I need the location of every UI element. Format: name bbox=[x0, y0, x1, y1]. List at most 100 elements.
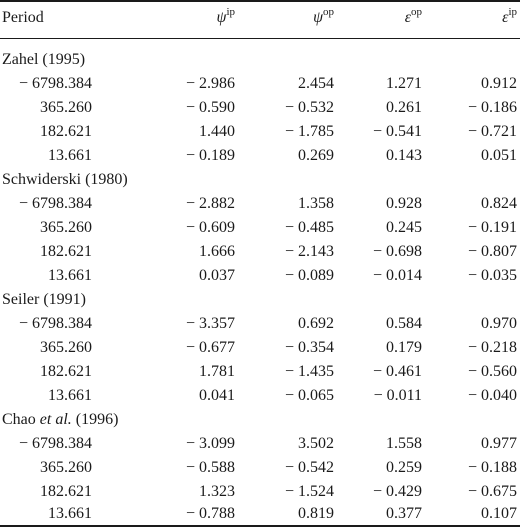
group-title-schwiderski: Schwiderski (1980) bbox=[2, 171, 128, 188]
table-row: − 6798.384 − 2.882 1.358 0.928 0.824 bbox=[0, 192, 520, 216]
value-cell: 1.271 bbox=[386, 75, 422, 92]
value-cell: − 2.986 bbox=[185, 75, 235, 92]
header-psi-ip: ψip bbox=[216, 6, 236, 27]
value-cell: − 0.588 bbox=[185, 459, 235, 476]
value-cell: 0.261 bbox=[386, 99, 422, 116]
value-cell: 1.781 bbox=[199, 363, 235, 380]
period-cell: 182.621 bbox=[40, 483, 92, 500]
value-cell: 0.970 bbox=[481, 315, 517, 332]
value-cell: 0.819 bbox=[298, 505, 334, 522]
value-cell: 3.502 bbox=[298, 435, 334, 452]
value-cell: − 0.188 bbox=[467, 459, 517, 476]
value-cell: 1.558 bbox=[386, 435, 422, 452]
period-cell: 182.621 bbox=[40, 363, 92, 380]
value-cell: − 1.524 bbox=[284, 483, 334, 500]
value-cell: 0.143 bbox=[386, 147, 422, 164]
table-row: 182.621 1.781 − 1.435 − 0.461 − 0.560 bbox=[0, 360, 520, 384]
value-cell: 0.259 bbox=[386, 459, 422, 476]
value-cell: − 0.788 bbox=[185, 505, 235, 522]
period-cell: 13.661 bbox=[48, 147, 92, 164]
value-cell: − 0.560 bbox=[467, 363, 517, 380]
value-cell: 0.824 bbox=[481, 195, 517, 212]
value-cell: − 1.435 bbox=[284, 363, 334, 380]
value-cell: 1.440 bbox=[199, 123, 235, 140]
value-cell: − 0.014 bbox=[372, 267, 422, 284]
table-row: 13.661 − 0.788 0.819 0.377 0.107 bbox=[0, 502, 520, 526]
value-cell: − 0.089 bbox=[284, 267, 334, 284]
value-cell: 1.666 bbox=[199, 243, 235, 260]
value-cell: − 0.461 bbox=[372, 363, 422, 380]
value-cell: − 0.721 bbox=[467, 123, 517, 140]
table-row: − 6798.384 − 3.099 3.502 1.558 0.977 bbox=[0, 432, 520, 456]
value-cell: − 0.354 bbox=[284, 339, 334, 356]
value-cell: − 2.882 bbox=[185, 195, 235, 212]
value-cell: − 2.143 bbox=[284, 243, 334, 260]
value-cell: 0.245 bbox=[386, 219, 422, 236]
value-cell: − 1.785 bbox=[284, 123, 334, 140]
table-row: 13.661 0.037 − 0.089 − 0.014 − 0.035 bbox=[0, 264, 520, 288]
table-row: 365.260 − 0.677 − 0.354 0.179 − 0.218 bbox=[0, 336, 520, 360]
value-cell: − 3.099 bbox=[185, 435, 235, 452]
value-cell: − 0.011 bbox=[373, 387, 422, 404]
header-rule bbox=[0, 38, 520, 39]
value-cell: − 0.429 bbox=[372, 483, 422, 500]
value-cell: 0.377 bbox=[386, 505, 422, 522]
period-cell: 182.621 bbox=[40, 243, 92, 260]
table-row: 13.661 − 0.189 0.269 0.143 0.051 bbox=[0, 144, 520, 168]
value-cell: − 0.698 bbox=[372, 243, 422, 260]
value-cell: − 0.186 bbox=[467, 99, 517, 116]
value-cell: − 0.532 bbox=[284, 99, 334, 116]
value-cell: 0.037 bbox=[199, 267, 235, 284]
period-cell: 365.260 bbox=[40, 339, 92, 356]
value-cell: − 0.189 bbox=[185, 147, 235, 164]
value-cell: 0.269 bbox=[298, 147, 334, 164]
header-psi-op: ψop bbox=[313, 6, 334, 27]
value-cell: − 0.191 bbox=[467, 219, 517, 236]
value-cell: 1.358 bbox=[298, 195, 334, 212]
period-cell: 365.260 bbox=[40, 99, 92, 116]
period-cell: 365.260 bbox=[40, 459, 92, 476]
value-cell: − 3.357 bbox=[185, 315, 235, 332]
period-cell: − 6798.384 bbox=[18, 75, 92, 92]
value-cell: − 0.807 bbox=[467, 243, 517, 260]
value-cell: − 0.485 bbox=[284, 219, 334, 236]
value-cell: 0.584 bbox=[386, 315, 422, 332]
period-cell: 13.661 bbox=[48, 505, 92, 522]
table-row: 182.621 1.666 − 2.143 − 0.698 − 0.807 bbox=[0, 240, 520, 264]
table-row: 365.260 − 0.609 − 0.485 0.245 − 0.191 bbox=[0, 216, 520, 240]
period-cell: − 6798.384 bbox=[18, 435, 92, 452]
value-cell: − 0.677 bbox=[185, 339, 235, 356]
period-cell: 13.661 bbox=[48, 267, 92, 284]
table-row: − 6798.384 − 3.357 0.692 0.584 0.970 bbox=[0, 312, 520, 336]
value-cell: − 0.542 bbox=[284, 459, 334, 476]
header-eps-ip: εip bbox=[502, 6, 517, 27]
table-row: 365.260 − 0.590 − 0.532 0.261 − 0.186 bbox=[0, 96, 520, 120]
value-cell: − 0.609 bbox=[185, 219, 235, 236]
value-cell: − 0.590 bbox=[185, 99, 235, 116]
group-title-chao: Chao et al. (1996) bbox=[2, 411, 119, 428]
table-row: 13.661 0.041 − 0.065 − 0.011 − 0.040 bbox=[0, 384, 520, 408]
header-eps-op: εop bbox=[404, 6, 422, 27]
value-cell: 0.179 bbox=[386, 339, 422, 356]
table-row: 182.621 1.440 − 1.785 − 0.541 − 0.721 bbox=[0, 120, 520, 144]
period-cell: 365.260 bbox=[40, 219, 92, 236]
value-cell: 0.977 bbox=[481, 435, 517, 452]
group-title-seiler: Seiler (1991) bbox=[2, 291, 86, 308]
value-cell: 0.041 bbox=[199, 387, 235, 404]
period-cell: − 6798.384 bbox=[18, 315, 92, 332]
header-row: Period ψip ψop εop εip bbox=[0, 6, 520, 30]
value-cell: 0.912 bbox=[481, 75, 517, 92]
value-cell: 0.692 bbox=[298, 315, 334, 332]
bottom-rule bbox=[0, 525, 520, 527]
table-row: − 6798.384 − 2.986 2.454 1.271 0.912 bbox=[0, 72, 520, 96]
value-cell: 2.454 bbox=[298, 75, 334, 92]
value-cell: − 0.065 bbox=[284, 387, 334, 404]
header-period: Period bbox=[2, 9, 44, 26]
value-cell: 0.051 bbox=[481, 147, 517, 164]
value-cell: − 0.035 bbox=[467, 267, 517, 284]
value-cell: − 0.040 bbox=[467, 387, 517, 404]
table-row: 365.260 − 0.588 − 0.542 0.259 − 0.188 bbox=[0, 456, 520, 480]
group-title-zahel: Zahel (1995) bbox=[2, 51, 86, 68]
value-cell: 1.323 bbox=[199, 483, 235, 500]
